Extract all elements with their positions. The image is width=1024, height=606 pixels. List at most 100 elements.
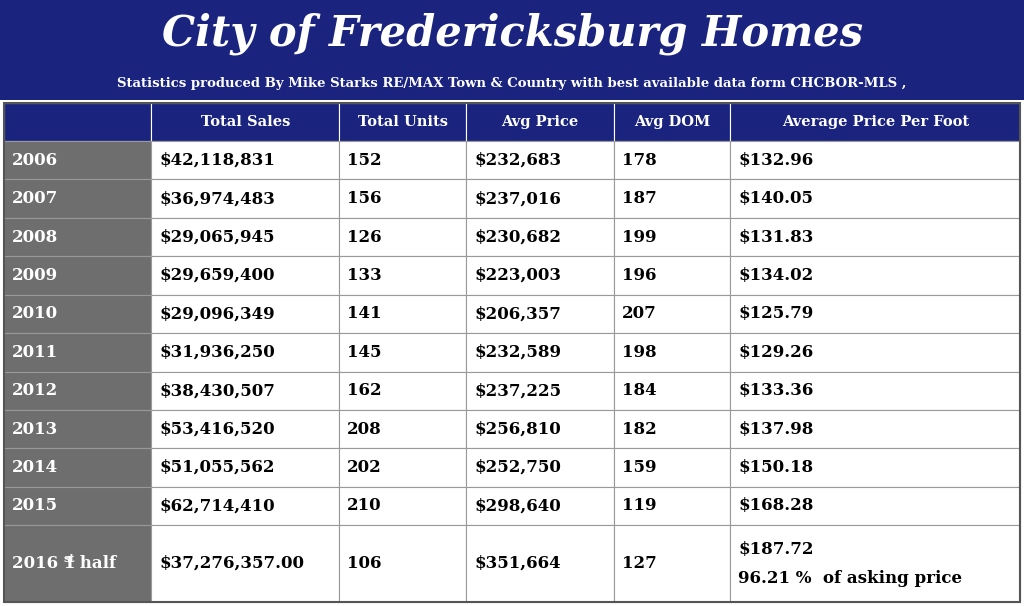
FancyBboxPatch shape [613,448,730,487]
Text: 2015: 2015 [12,498,58,514]
FancyBboxPatch shape [152,371,339,410]
FancyBboxPatch shape [4,525,152,602]
Text: $206,357: $206,357 [474,305,561,322]
Text: $131.83: $131.83 [738,228,814,245]
FancyBboxPatch shape [466,410,613,448]
FancyBboxPatch shape [339,295,466,333]
FancyBboxPatch shape [466,487,613,525]
FancyBboxPatch shape [152,179,339,218]
FancyBboxPatch shape [339,487,466,525]
Text: $351,664: $351,664 [474,555,561,572]
Text: 2008: 2008 [12,228,58,245]
Text: $150.18: $150.18 [738,459,813,476]
FancyBboxPatch shape [466,448,613,487]
FancyBboxPatch shape [4,141,152,179]
FancyBboxPatch shape [339,410,466,448]
FancyBboxPatch shape [339,141,466,179]
Text: $37,276,357.00: $37,276,357.00 [160,555,304,572]
FancyBboxPatch shape [730,218,1020,256]
Text: $62,714,410: $62,714,410 [160,498,275,514]
FancyBboxPatch shape [466,141,613,179]
Text: $187.72: $187.72 [738,541,814,558]
FancyBboxPatch shape [730,179,1020,218]
Text: Average Price Per Foot: Average Price Per Foot [781,115,969,129]
FancyBboxPatch shape [4,487,152,525]
Text: $232,589: $232,589 [474,344,561,361]
FancyBboxPatch shape [152,525,339,602]
Text: 156: 156 [347,190,382,207]
Text: 2011: 2011 [12,344,58,361]
FancyBboxPatch shape [339,525,466,602]
Text: 2007: 2007 [12,190,58,207]
FancyBboxPatch shape [613,525,730,602]
FancyBboxPatch shape [152,333,339,371]
FancyBboxPatch shape [466,525,613,602]
FancyBboxPatch shape [4,295,152,333]
FancyBboxPatch shape [730,410,1020,448]
Text: 187: 187 [622,190,656,207]
Text: 182: 182 [622,421,656,438]
Text: Statistics produced By Mike Starks RE/MAX Town & Country with best available dat: Statistics produced By Mike Starks RE/MA… [118,78,906,90]
Text: 162: 162 [347,382,382,399]
FancyBboxPatch shape [339,179,466,218]
FancyBboxPatch shape [152,256,339,295]
Text: Avg DOM: Avg DOM [634,115,711,129]
Text: $230,682: $230,682 [474,228,561,245]
Text: 178: 178 [622,152,656,168]
Text: $125.79: $125.79 [738,305,814,322]
FancyBboxPatch shape [4,179,152,218]
Text: 2012: 2012 [12,382,58,399]
Text: $132.96: $132.96 [738,152,814,168]
Text: $38,430,507: $38,430,507 [160,382,275,399]
FancyBboxPatch shape [466,179,613,218]
Text: $237,016: $237,016 [474,190,561,207]
Text: 2006: 2006 [12,152,58,168]
Text: 152: 152 [347,152,382,168]
FancyBboxPatch shape [4,218,152,256]
FancyBboxPatch shape [613,179,730,218]
FancyBboxPatch shape [613,295,730,333]
Text: 145: 145 [347,344,382,361]
FancyBboxPatch shape [152,141,339,179]
FancyBboxPatch shape [730,295,1020,333]
Text: $168.28: $168.28 [738,498,814,514]
Text: 106: 106 [347,555,382,572]
FancyBboxPatch shape [152,218,339,256]
FancyBboxPatch shape [152,295,339,333]
FancyBboxPatch shape [4,448,152,487]
FancyBboxPatch shape [339,218,466,256]
FancyBboxPatch shape [730,371,1020,410]
Text: 184: 184 [622,382,656,399]
FancyBboxPatch shape [4,256,152,295]
Text: 2014: 2014 [12,459,58,476]
FancyBboxPatch shape [466,218,613,256]
Text: st: st [63,553,76,564]
FancyBboxPatch shape [4,410,152,448]
FancyBboxPatch shape [339,371,466,410]
FancyBboxPatch shape [466,256,613,295]
FancyBboxPatch shape [613,371,730,410]
FancyBboxPatch shape [730,256,1020,295]
Text: 199: 199 [622,228,656,245]
Text: $252,750: $252,750 [474,459,561,476]
FancyBboxPatch shape [0,0,1024,100]
Text: 210: 210 [347,498,382,514]
FancyBboxPatch shape [613,141,730,179]
Text: 2009: 2009 [12,267,58,284]
FancyBboxPatch shape [730,525,1020,602]
FancyBboxPatch shape [339,256,466,295]
Text: $42,118,831: $42,118,831 [160,152,275,168]
Text: $29,065,945: $29,065,945 [160,228,274,245]
Text: 133: 133 [347,267,382,284]
FancyBboxPatch shape [613,333,730,371]
Text: $29,659,400: $29,659,400 [160,267,274,284]
FancyBboxPatch shape [613,218,730,256]
Text: $134.02: $134.02 [738,267,814,284]
Text: 2016 1: 2016 1 [12,555,76,572]
Text: 2010: 2010 [12,305,58,322]
FancyBboxPatch shape [152,448,339,487]
Text: $232,683: $232,683 [474,152,561,168]
Text: $29,096,349: $29,096,349 [160,305,275,322]
FancyBboxPatch shape [152,410,339,448]
FancyBboxPatch shape [4,103,152,141]
